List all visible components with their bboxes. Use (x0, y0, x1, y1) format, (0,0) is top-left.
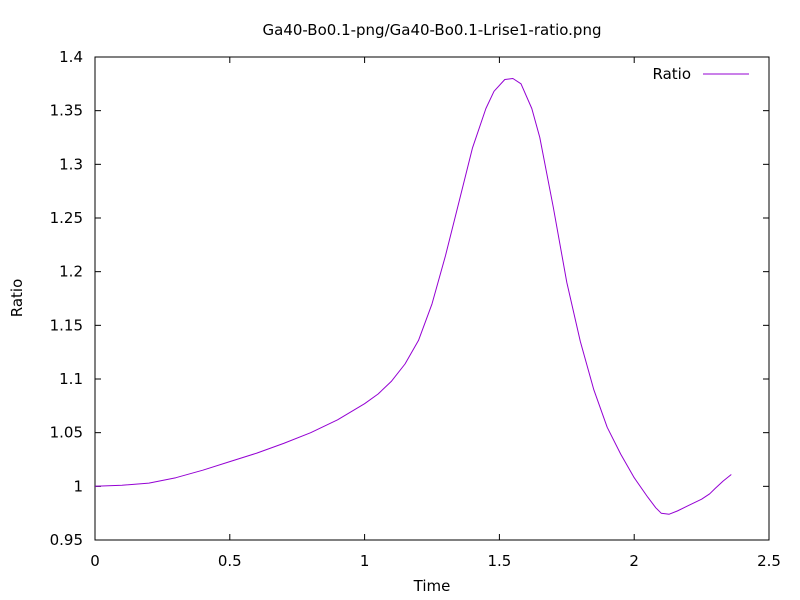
y-tick-label: 1 (73, 477, 83, 495)
y-tick-label: 1.2 (59, 263, 83, 281)
x-tick-label: 0 (90, 552, 100, 570)
y-tick-label: 1.4 (59, 48, 83, 66)
legend: Ratio (652, 65, 749, 83)
x-tick-label: 2.5 (757, 552, 781, 570)
chart-title: Ga40-Bo0.1-png/Ga40-Bo0.1-Lrise1-ratio.p… (263, 21, 602, 39)
x-axis-label: Time (413, 577, 451, 595)
x-tick-label: 1 (360, 552, 370, 570)
x-tick-label: 2 (629, 552, 639, 570)
y-tick-label: 1.15 (50, 316, 83, 334)
x-axis: 0 0.5 1 1.5 2 2.5 (90, 57, 781, 570)
y-tick-label: 1.1 (59, 370, 83, 388)
y-tick-label: 0.95 (50, 531, 83, 549)
y-axis-label: Ratio (8, 279, 26, 318)
y-tick-label: 1.35 (50, 102, 83, 120)
legend-label: Ratio (652, 65, 691, 83)
plot-frame (94, 56, 770, 541)
y-tick-label: 1.05 (50, 424, 83, 442)
x-tick-label: 0.5 (218, 552, 242, 570)
series-layer (94, 78, 732, 515)
y-tick-label: 1.3 (59, 155, 83, 173)
y-tick-label: 1.25 (50, 209, 83, 227)
x-tick-label: 1.5 (487, 552, 511, 570)
y-axis: 0.95 1 1.05 1.1 1.15 1.2 1.25 1.3 1.35 1.4 (50, 48, 769, 549)
series-line-ratio (94, 78, 732, 515)
